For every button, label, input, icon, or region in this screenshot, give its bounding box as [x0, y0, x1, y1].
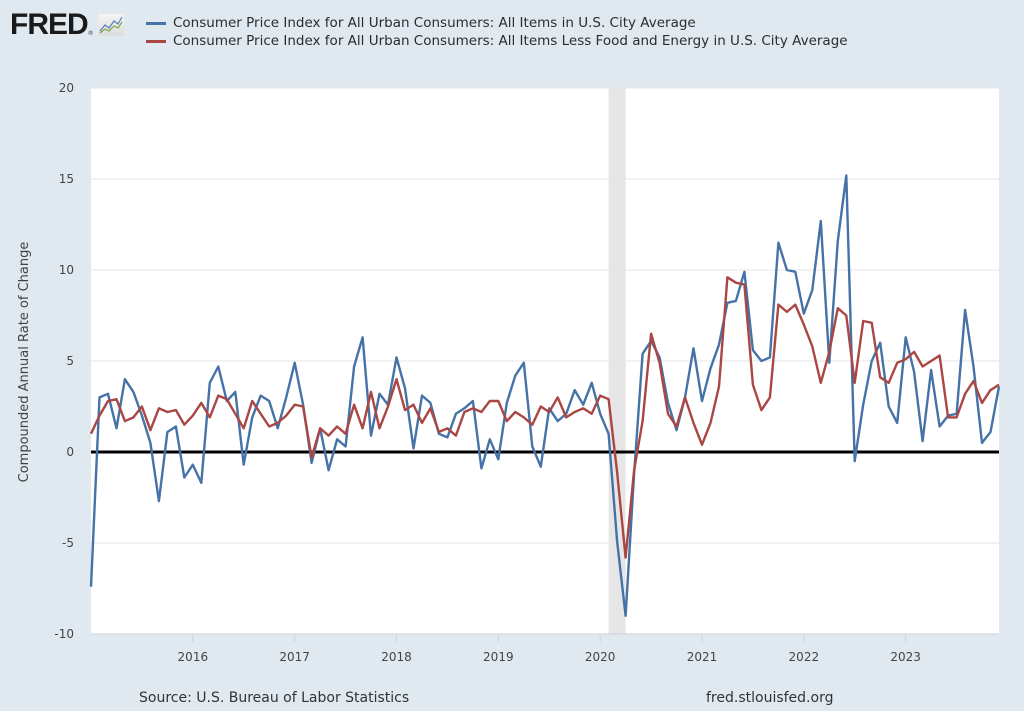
- registered-mark: ®: [87, 30, 94, 37]
- legend-label-all-items: Consumer Price Index for All Urban Consu…: [173, 15, 696, 31]
- legend-swatch-core: [146, 39, 166, 43]
- y-tick-label: 20: [59, 81, 74, 95]
- x-tick-label: 2018: [381, 650, 412, 664]
- legend-item-core[interactable]: Consumer Price Index for All Urban Consu…: [146, 32, 848, 50]
- series-line-all-items: [89, 174, 1001, 617]
- x-tick-label: 2022: [789, 650, 820, 664]
- y-tick-label: 10: [59, 263, 74, 277]
- x-tick-label: 2017: [279, 650, 310, 664]
- y-tick-label: 15: [59, 172, 74, 186]
- legend-label-core: Consumer Price Index for All Urban Consu…: [173, 33, 848, 49]
- x-tick-label: 2020: [585, 650, 616, 664]
- source-note: Source: U.S. Bureau of Labor Statistics: [139, 690, 410, 706]
- fred-logo-text: FRED: [10, 8, 89, 41]
- chart-legend: Consumer Price Index for All Urban Consu…: [146, 14, 848, 50]
- x-tick-label: 2016: [178, 650, 209, 664]
- y-tick-label: 0: [66, 445, 74, 459]
- y-tick-label: -10: [54, 627, 74, 641]
- fred-logo[interactable]: FRED ®: [10, 10, 124, 40]
- series-line-core: [89, 276, 1000, 559]
- y-tick-label: 5: [66, 354, 74, 368]
- chart-line-icon: [97, 14, 124, 36]
- legend-item-all-items[interactable]: Consumer Price Index for All Urban Consu…: [146, 14, 848, 32]
- x-tick-label: 2023: [890, 650, 921, 664]
- x-tick-label: 2019: [483, 650, 514, 664]
- y-axis-title: Compounded Annual Rate of Change: [17, 242, 32, 483]
- y-tick-label: -5: [62, 536, 74, 550]
- legend-swatch-all-items: [146, 21, 166, 25]
- site-url[interactable]: fred.stlouisfed.org: [706, 690, 834, 706]
- x-tick-label: 2021: [687, 650, 718, 664]
